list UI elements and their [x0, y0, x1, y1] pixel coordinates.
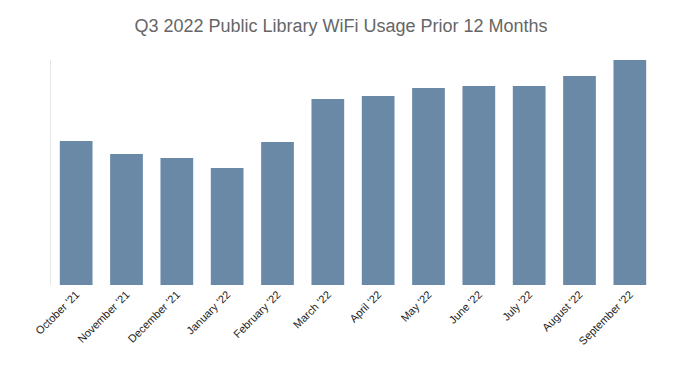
svg-text:July '22: July '22: [500, 288, 535, 323]
svg-text:August '22: August '22: [540, 288, 585, 333]
svg-text:October '21: October '21: [33, 288, 81, 336]
svg-text:November '21: November '21: [75, 288, 132, 345]
svg-text:January '22: January '22: [184, 288, 232, 336]
svg-text:March '22: March '22: [291, 288, 333, 330]
svg-text:June '22: June '22: [446, 288, 484, 326]
svg-text:Q3 2022 Public Library WiFi Us: Q3 2022 Public Library WiFi Usage Prior …: [134, 16, 547, 36]
svg-text:September '22: September '22: [576, 288, 635, 347]
svg-text:December '21: December '21: [125, 288, 182, 345]
svg-text:April '22: April '22: [347, 288, 383, 324]
svg-text:May '22: May '22: [398, 288, 433, 323]
svg-text:February '22: February '22: [231, 288, 283, 340]
